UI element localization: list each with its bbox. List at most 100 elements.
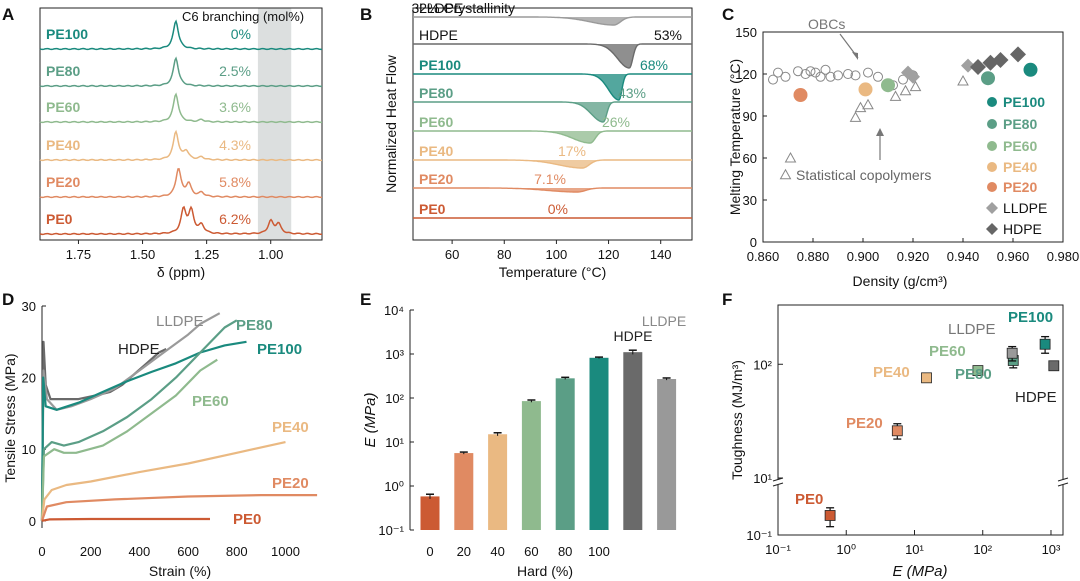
y-tick-label: 10³ [385,347,404,362]
y-tick-label: 10⁰ [384,479,404,494]
x-tick-label: 10³ [1042,542,1061,557]
y-tick-label: 150 [735,25,757,40]
stress-curve-pe60 [40,358,218,521]
bar-hdpe [623,352,643,530]
y-axis-label: E (MPa) [362,392,379,447]
point-pe20 [891,425,903,437]
x-tick-label: 0.960 [997,249,1030,264]
panel-a-nmr-chart: C6 branching (mol%) PE100 0% PE80 2.5% PE60 3.… [39,7,323,280]
dsc-trace-pe100 [413,73,692,101]
point-pe20 [793,88,808,102]
curve-label-pe40: PE40 [272,419,309,436]
point-pe40 [858,82,873,97]
dsc-peak-fill-pe40 [413,160,692,168]
y-tick-label: 10⁻¹ [746,528,772,543]
dsc-peak-fill-pe100 [413,74,692,100]
obc-point [863,67,873,78]
x-tick-label: 140 [650,247,672,262]
crystallinity-label-pe100: 68% [640,57,668,73]
stress-curve-pe0 [41,517,210,522]
copolymer-point [849,111,862,122]
y-tick-label: 10¹ [385,435,404,450]
point-pe100 [1039,338,1051,350]
series-label-lldpe: LLDPE [419,0,463,16]
dsc-trace-hdpe [413,43,692,69]
legend-label-pe80: PE80 [1003,116,1037,132]
point-pe40 [921,372,932,384]
x-tick-label: 0.900 [847,249,880,264]
obc-point [773,67,783,78]
legend-marker-hdpe [986,223,998,235]
y-tick-label: 60 [743,151,757,166]
series-label-pe100: PE100 [419,57,461,73]
obc-point [833,70,843,81]
curve-label-pe20: PE20 [272,475,309,492]
bar-20 [454,453,474,530]
point-pe0 [824,510,836,521]
y-tick-label: 10 [22,442,36,457]
nmr-trace-pe40 [39,129,323,162]
obc-point [793,66,803,77]
curve-label-pe80: PE80 [236,317,273,334]
dsc-trace-lldpe [413,16,692,26]
series-label-hdpe: HDPE [419,27,458,43]
nmr-trace-pe20 [39,167,323,199]
point-label-hdpe: HDPE [1015,389,1057,406]
x-tick-label: 100 [546,247,568,262]
curve-label-pe60: PE60 [192,393,229,410]
x-axis-label: Hard (%) [517,563,573,579]
x-axis-label: δ (ppm) [157,264,205,280]
y-axis-label: Normalized Heat Flow [383,54,399,193]
obc-point [873,71,883,82]
obc-point [768,74,778,85]
x-axis-label: Strain (%) [149,563,211,579]
x-tick-label: 1.75 [66,247,91,262]
x-tick-label: 20 [457,544,471,559]
panel-f-toughness-scatter: 10⁻¹ 10⁰ 10¹ 10² 10³ 10⁻¹ 10¹ 10² E (MPa) Toughne… [729,304,1069,580]
panel-letter-b: B [360,5,372,24]
x-tick-label: 10¹ [905,542,924,557]
series-label-pe80: PE80 [46,63,80,79]
series-label-pe20: PE20 [419,171,453,187]
panel-e-modulus-bar-chart: 10⁻¹ 10⁰ 10¹ 10² 10³ 10⁴ E (MPa) Hard (%) 0 20 40 6… [362,303,686,579]
nmr-trace-pe60 [39,92,323,124]
hdpe-point [1010,46,1026,63]
plot-frame [412,7,693,241]
legend-label-pe60: PE60 [1003,138,1037,154]
nmr-trace-pe100 [39,19,323,51]
point-label-pe100: PE100 [1008,309,1053,326]
series-label-pe20: PE20 [46,174,80,190]
crystallinity-label-pe40: 17% [558,143,586,159]
nmr-trace-pe80 [39,56,323,88]
point-label-pe0: PE0 [795,491,823,508]
point-pe60 [972,365,984,376]
branching-label-pe100: 0% [231,26,251,42]
series-label-pe100: PE100 [46,26,88,42]
series-label-pe40: PE40 [46,137,80,153]
branching-label-pe0: 6.2% [219,211,251,227]
crystallinity-label-lldpe: 32% Crystallinity [412,0,515,16]
y-tick-label: 0 [29,514,36,529]
panel-letter-d: D [2,290,14,309]
crystallinity-label-pe80: 43% [618,85,646,101]
hdpe-point [992,52,1009,68]
legend-label-hdpe: HDPE [1003,221,1042,237]
point-label-pe60: PE60 [929,343,966,360]
y-axis-label: Melting Temperature (°C) [727,59,743,215]
y-axis-label: Toughness (MJ/m³) [729,360,745,480]
stress-curve-pe100 [40,340,247,521]
y-axis-label: Tensile Stress (MPa) [2,353,18,482]
legend-marker-pe20 [987,182,997,192]
y-tick-label: 20 [22,371,36,386]
point-pe100 [1023,62,1038,77]
stress-curve-pe80 [40,319,238,521]
x-tick-label: 0.920 [897,249,930,264]
branching-label-pe40: 4.3% [219,137,251,153]
point-pe80 [981,71,995,86]
nmr-trace-pe0 [39,205,323,236]
legend-marker-pe40 [987,162,997,172]
copolymer-point [779,168,792,180]
point-label-pe40: PE40 [873,364,910,381]
y-tick-label: 90 [743,109,757,124]
obc-point [780,71,791,82]
